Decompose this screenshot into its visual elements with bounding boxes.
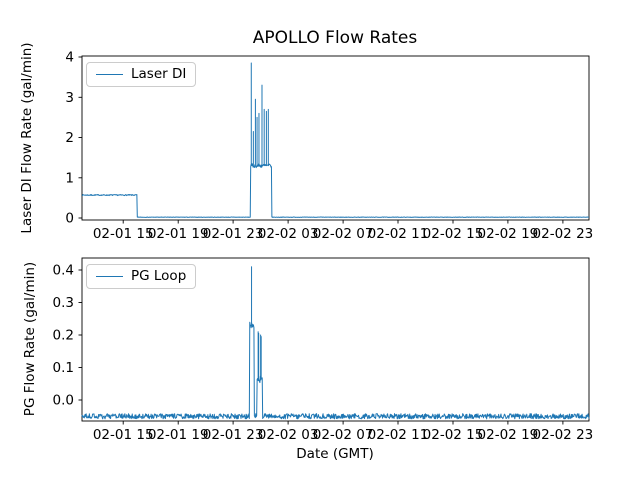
- series-line-pg-loop: [81, 266, 590, 420]
- series-line-laser-di: [81, 62, 590, 218]
- x-tick-label: 02-02 23: [533, 427, 594, 443]
- y-tick-label: 1: [65, 170, 74, 186]
- x-tick-label: 02-01 23: [203, 226, 264, 242]
- y-tick-label: 0.1: [53, 360, 74, 376]
- x-tick-label: 02-02 15: [423, 427, 484, 443]
- x-tick-label: 02-01 15: [93, 427, 154, 443]
- y-tick-label: 0.0: [53, 393, 74, 409]
- axes-frame-pg-loop: [81, 257, 590, 422]
- y-tick-label: 2: [65, 130, 74, 146]
- x-tick-label: 02-01 19: [148, 226, 209, 242]
- x-tick-label: 02-02 23: [533, 226, 594, 242]
- figure-title: APOLLO Flow Rates: [252, 28, 418, 48]
- x-tick-label: 02-02 19: [478, 427, 539, 443]
- legend-pg-loop: PG Loop: [86, 264, 197, 289]
- legend-line-sample: [96, 73, 123, 75]
- y-tick-label: 0.2: [53, 328, 74, 344]
- top-y-axis-label: Laser DI Flow Rate (gal/min): [19, 42, 35, 234]
- x-tick-label: 02-02 11: [368, 226, 429, 242]
- y-tick-label: 0: [65, 211, 74, 227]
- y-tick-label: 4: [65, 50, 74, 66]
- x-tick-label: 02-02 07: [313, 226, 374, 242]
- legend-line-sample: [96, 275, 123, 277]
- y-tick-label: 0.4: [53, 263, 74, 279]
- y-tick-label: 0.3: [53, 295, 74, 311]
- legend-label: PG Loop: [131, 268, 187, 284]
- axes-frame-laser-di: [81, 55, 590, 221]
- x-tick-label: 02-01 23: [203, 427, 264, 443]
- legend-label: Laser DI: [131, 66, 187, 82]
- x-tick-label: 02-02 03: [258, 226, 319, 242]
- x-tick-label: 02-01 19: [148, 427, 209, 443]
- x-tick-label: 02-02 03: [258, 427, 319, 443]
- x-tick-label: 02-02 19: [478, 226, 539, 242]
- x-tick-label: 02-01 15: [93, 226, 154, 242]
- x-tick-label: 02-02 07: [313, 427, 374, 443]
- bottom-y-axis-label: PG Flow Rate (gal/min): [22, 261, 38, 417]
- x-tick-label: 02-02 11: [368, 427, 429, 443]
- x-tick-label: 02-02 15: [423, 226, 484, 242]
- x-axis-label: Date (GMT): [296, 446, 374, 462]
- y-tick-label: 3: [65, 90, 74, 106]
- legend-laser-di: Laser DI: [86, 62, 197, 87]
